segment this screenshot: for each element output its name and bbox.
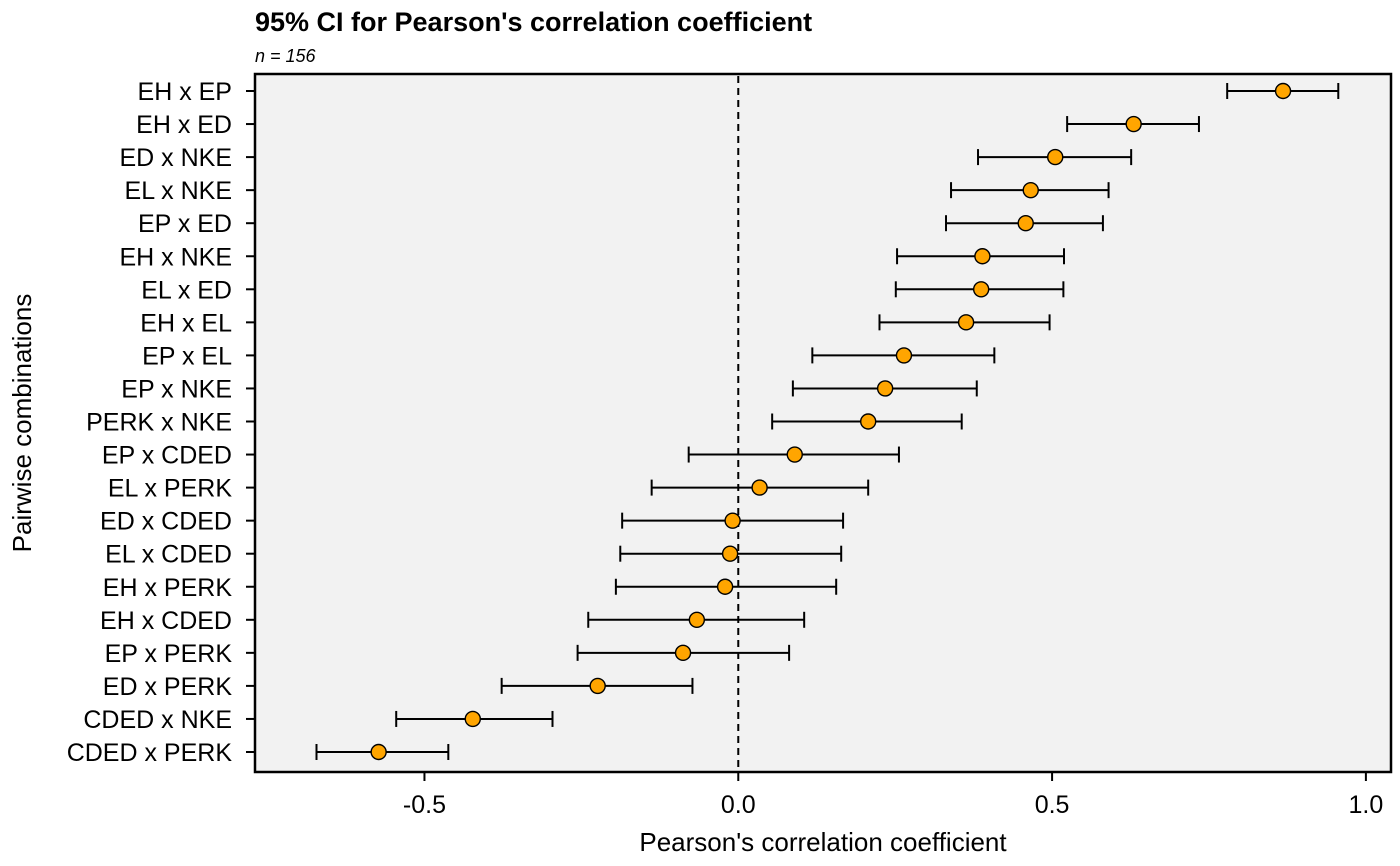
estimate-point xyxy=(1125,115,1142,133)
y-tick-label: EP x CDED xyxy=(102,442,232,470)
estimate-point xyxy=(957,314,975,331)
chart-subtitle: n = 156 xyxy=(255,46,317,66)
ci-row xyxy=(687,446,900,463)
ci-row xyxy=(619,545,843,562)
x-axis-label: Pearson's correlation coefficient xyxy=(639,827,1007,857)
estimate-point xyxy=(1022,181,1039,199)
x-tick-label: -0.5 xyxy=(403,791,446,819)
ci-row xyxy=(500,677,694,695)
estimate-point xyxy=(751,479,768,496)
y-tick-label: ED x PERK xyxy=(103,673,233,701)
x-axis-ticks: -0.5 0.0 0.5 1.0 xyxy=(403,772,1383,819)
ci-row xyxy=(977,148,1133,166)
estimate-point xyxy=(589,677,606,695)
y-tick-label: EL x NKE xyxy=(125,177,232,205)
ci-row xyxy=(791,380,978,397)
y-tick-label: PERK x NKE xyxy=(86,409,232,437)
y-category-labels: EH x EP EH x ED ED x NKE EL x NKE EP x ED EH … xyxy=(67,78,255,767)
y-tick-label: EP x ED xyxy=(138,210,232,238)
ci-row xyxy=(614,578,838,595)
estimate-point xyxy=(464,710,481,728)
ci-row xyxy=(945,214,1104,232)
estimate-point xyxy=(716,578,734,595)
ci-row xyxy=(315,743,450,761)
y-tick-label: CDED x PERK xyxy=(67,739,233,767)
ci-row xyxy=(896,248,1066,265)
estimate-point xyxy=(688,611,706,628)
estimate-point xyxy=(972,281,990,298)
ci-row xyxy=(576,644,791,662)
y-tick-label: EP x PERK xyxy=(105,640,233,668)
y-tick-label: EH x CDED xyxy=(100,607,232,635)
y-tick-label: CDED x NKE xyxy=(83,706,232,734)
x-tick-label: 0.0 xyxy=(721,791,756,819)
ci-row xyxy=(1066,115,1200,133)
estimate-point xyxy=(724,512,741,529)
ci-row xyxy=(894,281,1065,298)
y-tick-label: EP x NKE xyxy=(121,375,232,403)
ci-row xyxy=(771,413,963,430)
y-tick-label: EL x PERK xyxy=(108,475,232,503)
data-marks xyxy=(315,82,1340,761)
ci-row xyxy=(1226,82,1340,100)
estimate-point xyxy=(859,413,877,430)
estimate-point xyxy=(1274,82,1292,100)
y-tick-label: EL x ED xyxy=(141,276,232,304)
y-tick-label: EP x EL xyxy=(142,342,232,370)
ci-row xyxy=(950,181,1110,199)
estimate-point xyxy=(721,545,739,562)
y-tick-label: EH x EP xyxy=(138,78,232,106)
y-tick-label: EH x ED xyxy=(136,111,232,139)
x-tick-label: 0.5 xyxy=(1035,791,1070,819)
y-tick-label: EH x EL xyxy=(140,309,232,337)
estimate-point xyxy=(786,446,803,463)
estimate-point xyxy=(674,644,692,662)
estimate-point xyxy=(1047,148,1064,166)
y-tick-label: ED x NKE xyxy=(119,144,232,172)
ci-row xyxy=(650,479,870,496)
ci-row xyxy=(621,512,845,529)
estimate-point xyxy=(1017,214,1034,232)
estimate-point xyxy=(876,380,894,397)
x-tick-label: 1.0 xyxy=(1349,791,1384,819)
y-tick-label: EH x NKE xyxy=(119,243,232,271)
estimate-point xyxy=(974,248,991,265)
ci-row xyxy=(587,611,806,628)
y-axis-label: Pairwise combinations xyxy=(7,294,37,553)
plot-panel xyxy=(253,72,1393,774)
ci-row xyxy=(811,347,996,364)
ci-row xyxy=(395,710,554,728)
chart-title: 95% CI for Pearson's correlation coeffic… xyxy=(255,7,812,37)
y-tick-label: ED x CDED xyxy=(100,508,232,536)
y-tick-label: EH x PERK xyxy=(103,574,233,602)
ci-row xyxy=(878,314,1051,331)
estimate-point xyxy=(370,743,387,761)
estimate-point xyxy=(895,347,913,364)
y-tick-label: EL x CDED xyxy=(105,541,232,569)
